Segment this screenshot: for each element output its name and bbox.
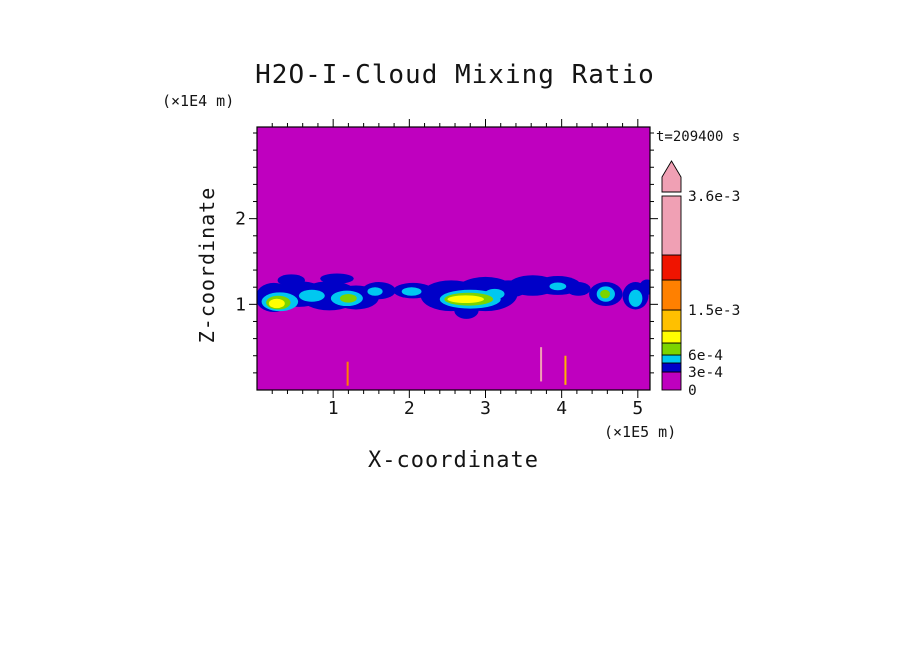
colorbar-tick-label: 1.5e-3 — [688, 303, 740, 319]
axis-ticks — [249, 119, 658, 398]
cloud-blob — [566, 282, 591, 296]
colorbar-tick-label: 3e-4 — [688, 365, 723, 381]
fall-streak — [540, 347, 543, 382]
colorbar-segment — [661, 330, 682, 344]
cloud-field-layer — [257, 273, 650, 386]
colorbar-segment — [661, 309, 682, 332]
time-stamp-label: t=209400 s — [656, 129, 741, 145]
z-tick-label: 2 — [235, 209, 246, 230]
x-tick-label: 5 — [632, 398, 643, 419]
colorbar-segment — [661, 354, 682, 364]
z-tick-label: 1 — [235, 294, 246, 315]
cloud-blob — [639, 279, 650, 295]
cloud-blob — [340, 294, 357, 303]
cloud-blob — [628, 289, 643, 307]
colorbar-segment — [661, 195, 682, 256]
x-axis-label: X-coordinate — [368, 448, 539, 473]
colorbar-segment — [661, 342, 682, 356]
cloud-blob — [600, 289, 611, 299]
fall-streak — [346, 361, 349, 386]
plot-background — [257, 127, 650, 390]
colorbar-overflow-arrow — [661, 160, 682, 193]
x-tick-label: 3 — [480, 398, 491, 419]
x-axis-unit-label: (×1E5 m) — [604, 423, 677, 441]
colorbar-tick-label: 6e-4 — [688, 348, 723, 364]
cloud-blob — [401, 287, 422, 296]
colorbar-segment — [661, 254, 682, 281]
cloud-blob — [447, 295, 484, 304]
chart-title: H2O-I-Cloud Mixing Ratio — [255, 60, 655, 90]
colorbar: 0 3e-46e-4 1.5e-3 3.6e-3 — [661, 160, 740, 399]
cloud-blob — [298, 289, 325, 302]
cloud-blob — [277, 274, 305, 287]
colorbar-tick-label: 0 — [688, 383, 697, 399]
plot-frame — [256, 126, 651, 391]
colorbar-segment — [661, 371, 682, 391]
cloud-blob — [320, 273, 354, 284]
cloud-blob — [549, 282, 567, 291]
x-tick-label: 4 — [556, 398, 567, 419]
fall-streak — [564, 355, 567, 385]
x-tick-label: 1 — [328, 398, 339, 419]
y-axis-unit-label: (×1E4 m) — [162, 92, 235, 110]
cloud-blob — [367, 287, 383, 296]
cloud-blob — [268, 298, 285, 309]
colorbar-segment — [661, 362, 682, 373]
colorbar-tick-label: 3.6e-3 — [688, 189, 740, 205]
x-tick-label: 2 — [404, 398, 415, 419]
colorbar-segment — [661, 279, 682, 311]
